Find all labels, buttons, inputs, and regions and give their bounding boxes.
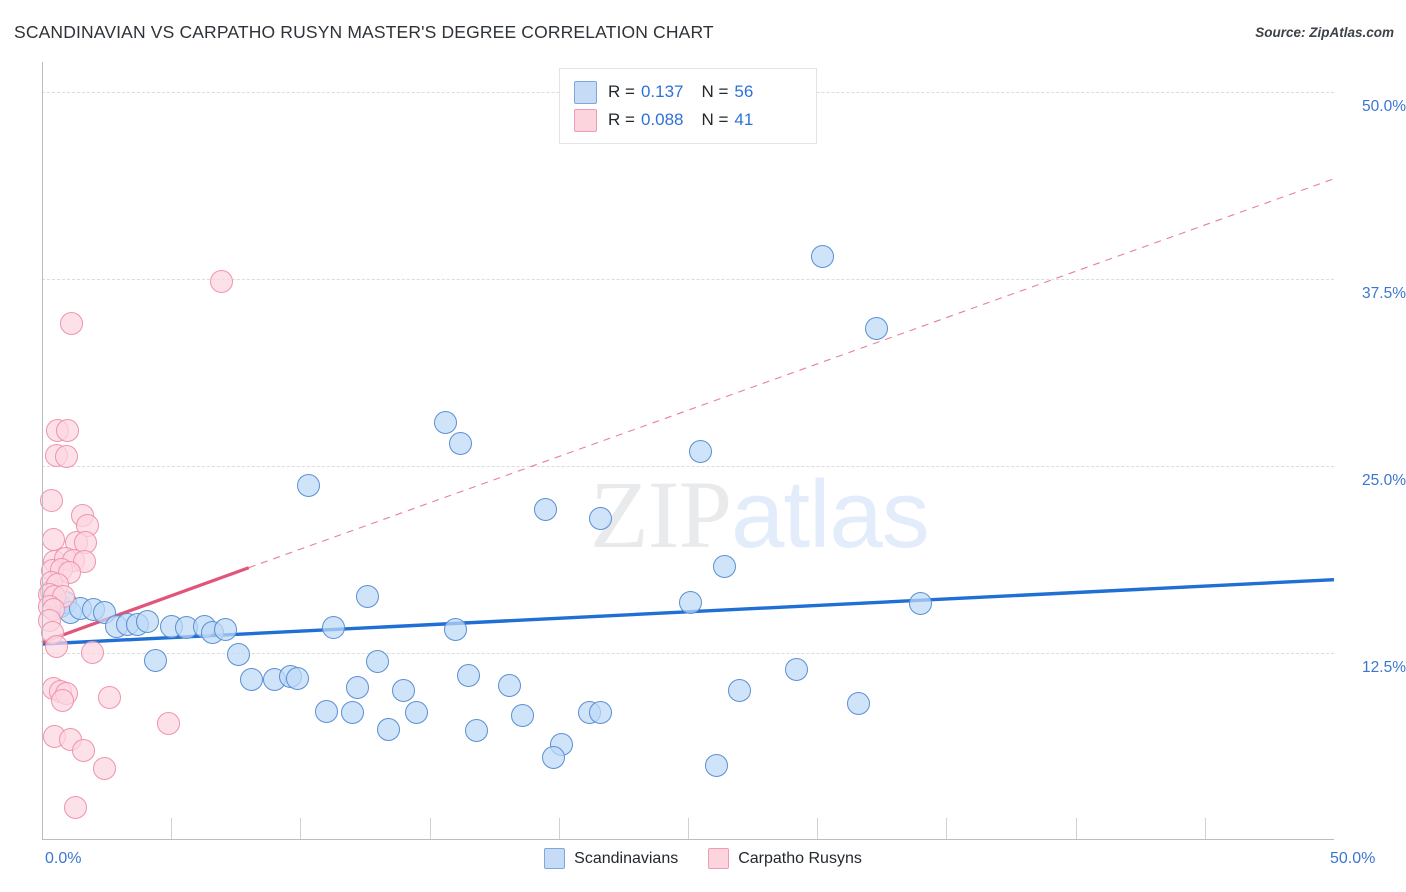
- x-axis-tick: [300, 818, 302, 840]
- point-scandinavians[interactable]: [689, 439, 713, 463]
- point-scandinavians[interactable]: [226, 642, 250, 666]
- point-carpatho-rusyns[interactable]: [55, 445, 79, 469]
- legend-item-carpatho-rusyns[interactable]: Carpatho Rusyns: [708, 848, 862, 869]
- point-scandinavians[interactable]: [340, 701, 364, 725]
- gridline-25: [42, 465, 1334, 467]
- point-scandinavians[interactable]: [322, 616, 346, 640]
- point-carpatho-rusyns[interactable]: [210, 270, 234, 294]
- point-scandinavians[interactable]: [356, 584, 380, 608]
- gridline-12-5: [42, 652, 1334, 654]
- legend-item-scandinavians[interactable]: Scandinavians: [544, 848, 678, 869]
- point-scandinavians[interactable]: [588, 701, 612, 725]
- point-scandinavians[interactable]: [136, 610, 160, 634]
- x-axis-tick: [688, 818, 689, 840]
- source-attribution: Source: ZipAtlas.com: [1255, 25, 1394, 40]
- stats-r-value: 0.137: [640, 82, 684, 101]
- point-carpatho-rusyns[interactable]: [97, 686, 121, 710]
- point-carpatho-rusyns[interactable]: [157, 711, 181, 735]
- plot-area: ZIPatlas 12.5% 25.0% 37.5% 50.0%: [38, 62, 1406, 840]
- x-axis-tick: [817, 818, 819, 840]
- x-axis-tick: [171, 818, 173, 840]
- legend-swatch-scandinavians: [544, 848, 566, 869]
- point-scandinavians[interactable]: [810, 245, 834, 268]
- point-scandinavians[interactable]: [785, 657, 809, 681]
- y-tick-label: 25.0%: [1362, 471, 1406, 489]
- y-tick-label: 37.5%: [1362, 284, 1406, 302]
- point-scandinavians[interactable]: [712, 554, 736, 578]
- point-scandinavians[interactable]: [314, 699, 338, 723]
- correlation-stats-legend: R = 0.137 N = 56 R = 0.088 N = 41: [559, 68, 817, 144]
- point-carpatho-rusyns[interactable]: [80, 641, 104, 665]
- plot-frame: [42, 62, 1334, 840]
- legend-label: Carpatho Rusyns: [738, 849, 862, 867]
- x-axis-max-label: 50.0%: [1330, 850, 1376, 867]
- trendlines: [41, 178, 1335, 646]
- x-axis-tick: [429, 818, 431, 840]
- point-scandinavians[interactable]: [588, 506, 612, 530]
- point-scandinavians[interactable]: [286, 666, 310, 690]
- point-scandinavians[interactable]: [865, 316, 889, 340]
- stats-n-key: N =: [701, 82, 729, 101]
- point-carpatho-rusyns[interactable]: [44, 635, 68, 659]
- stats-n-key: N =: [701, 110, 729, 129]
- watermark-atlas: atlas: [731, 461, 930, 568]
- x-axis-tick: [1204, 818, 1206, 840]
- point-scandinavians[interactable]: [511, 704, 535, 728]
- point-scandinavians[interactable]: [542, 746, 566, 770]
- point-carpatho-rusyns[interactable]: [60, 312, 84, 336]
- point-scandinavians[interactable]: [679, 590, 703, 614]
- stats-n-value: 56: [734, 82, 754, 101]
- stats-n-value: 41: [734, 110, 754, 129]
- point-scandinavians[interactable]: [456, 663, 480, 687]
- point-scandinavians[interactable]: [213, 617, 237, 641]
- x-axis-min-label: 0.0%: [45, 850, 82, 867]
- point-scandinavians[interactable]: [296, 473, 320, 497]
- y-tick-label: 50.0%: [1362, 97, 1406, 115]
- point-scandinavians[interactable]: [728, 678, 752, 702]
- point-scandinavians[interactable]: [433, 411, 457, 435]
- point-scandinavians[interactable]: [704, 753, 728, 777]
- stats-swatch-carpatho-rusyns: [574, 108, 597, 132]
- x-axis-tick: [558, 818, 560, 840]
- point-carpatho-rusyns[interactable]: [56, 418, 80, 442]
- zipatlas-watermark: ZIPatlas: [590, 467, 930, 563]
- point-scandinavians[interactable]: [376, 717, 400, 741]
- x-axis-tick: [946, 818, 948, 840]
- point-scandinavians[interactable]: [345, 675, 369, 699]
- point-carpatho-rusyns[interactable]: [39, 488, 63, 512]
- point-scandinavians[interactable]: [464, 719, 488, 743]
- point-scandinavians[interactable]: [443, 617, 467, 641]
- point-carpatho-rusyns[interactable]: [64, 795, 88, 819]
- page-title: SCANDINAVIAN VS CARPATHO RUSYN MASTER'S …: [14, 22, 714, 42]
- point-carpatho-rusyns[interactable]: [71, 738, 95, 762]
- point-scandinavians[interactable]: [534, 497, 558, 521]
- point-scandinavians[interactable]: [392, 678, 416, 702]
- x-axis-tick: [1075, 818, 1077, 840]
- point-scandinavians[interactable]: [405, 701, 429, 725]
- gridline-37-5: [42, 278, 1334, 280]
- point-scandinavians[interactable]: [909, 592, 933, 616]
- stats-r-value: 0.088: [640, 110, 684, 129]
- stats-row-carpatho-rusyns: R = 0.088 N = 41: [574, 106, 804, 134]
- y-tick-label: 12.5%: [1362, 658, 1406, 676]
- point-scandinavians[interactable]: [847, 692, 871, 716]
- point-scandinavians[interactable]: [144, 648, 168, 672]
- trendline-carpatho-rusyns-dashed: [248, 178, 1335, 569]
- stats-row-scandinavians: R = 0.137 N = 56: [574, 78, 804, 106]
- legend-swatch-carpatho-rusyns: [708, 848, 730, 869]
- stats-r-key: R =: [608, 110, 635, 129]
- point-carpatho-rusyns[interactable]: [51, 689, 75, 713]
- series-legend: Scandinavians Carpatho Rusyns: [0, 848, 1406, 869]
- point-scandinavians[interactable]: [239, 668, 263, 692]
- point-scandinavians[interactable]: [449, 432, 473, 456]
- stats-swatch-scandinavians: [574, 80, 597, 104]
- point-carpatho-rusyns[interactable]: [92, 756, 116, 780]
- point-scandinavians[interactable]: [498, 674, 522, 698]
- stats-r-key: R =: [608, 82, 635, 101]
- legend-label: Scandinavians: [574, 849, 679, 867]
- point-scandinavians[interactable]: [366, 650, 390, 674]
